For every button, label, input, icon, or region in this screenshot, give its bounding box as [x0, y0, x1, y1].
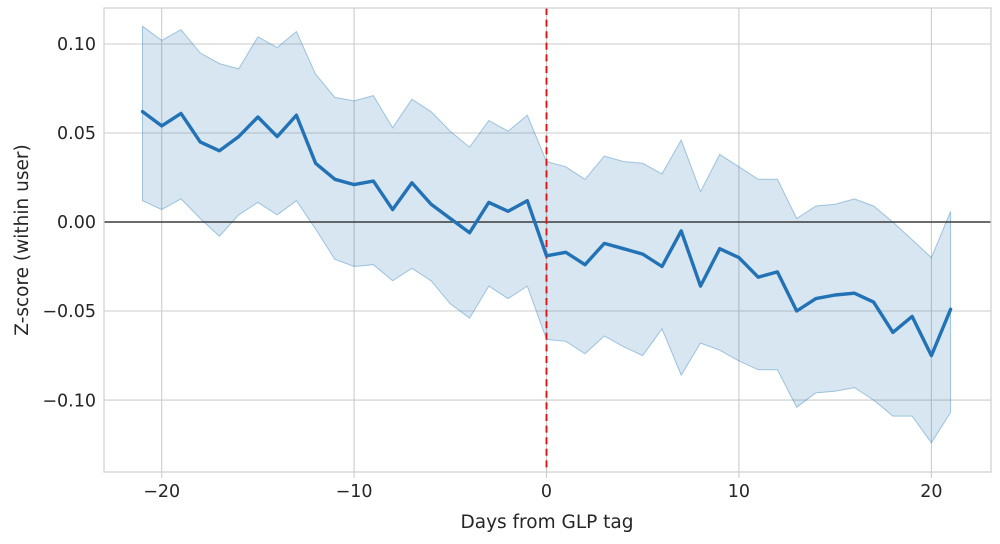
plot-background [104, 8, 991, 472]
axes-spines [103, 7, 992, 473]
chart-layers: −20 −10 0 10 20 0.10 0.05 0.00 −0.05 −0.10 [42, 7, 992, 502]
x-tick-label: 10 [728, 482, 750, 502]
y-tick-label: 0.05 [57, 124, 96, 144]
y-tick-label: 0.10 [57, 35, 96, 55]
x-tick-label: −10 [336, 482, 373, 502]
y-tick-label: 0.00 [57, 213, 96, 233]
x-axis-label: Days from GLP tag [461, 512, 634, 533]
x-tick-label: 20 [920, 482, 942, 502]
x-tick-label: 0 [541, 482, 552, 502]
y-axis-label: Z-score (within user) [12, 144, 33, 335]
y-tick-label: −0.10 [42, 391, 96, 411]
y-tick-label: −0.05 [42, 302, 96, 322]
mean-line [140, 109, 953, 358]
x-tick-label: −20 [143, 482, 180, 502]
